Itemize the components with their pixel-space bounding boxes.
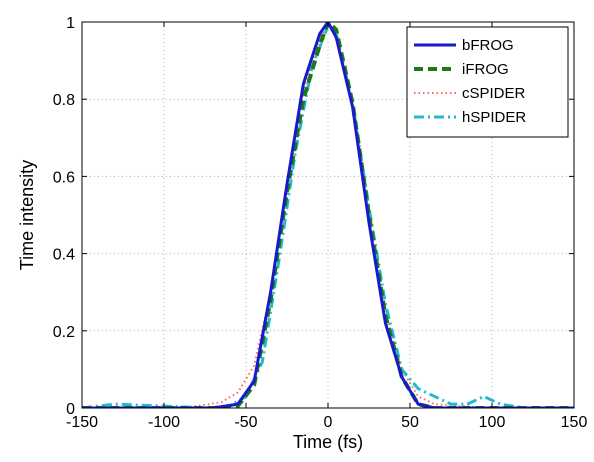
legend-label-bfrog: bFROG — [462, 37, 514, 54]
x-tick-label: 100 — [479, 414, 506, 431]
legend: bFROG iFROG cSPIDER hSPIDER — [406, 26, 569, 138]
x-tick-label: -100 — [148, 414, 180, 431]
x-tick-label: 150 — [561, 414, 588, 431]
y-tick-label: 0.6 — [53, 169, 75, 186]
x-axis-label: Time (fs) — [293, 432, 363, 452]
y-axis-label: Time intensity — [17, 160, 37, 270]
x-tick-label: -50 — [234, 414, 257, 431]
legend-label-ifrog: iFROG — [462, 61, 509, 78]
y-tick-label: 0.8 — [53, 92, 75, 109]
series-layer — [82, 22, 574, 408]
y-tick-label: 1 — [66, 15, 75, 32]
series-line-ifrog — [82, 22, 574, 408]
series-line-cspider — [82, 24, 574, 408]
x-tick-label: -150 — [66, 414, 98, 431]
y-tick-label: 0.4 — [53, 247, 75, 264]
x-tick-label: 50 — [401, 414, 419, 431]
series-line-bfrog — [82, 22, 574, 408]
y-tick-label: 0 — [66, 401, 75, 418]
y-tick-label: 0.2 — [53, 324, 75, 341]
x-tick-label: 0 — [324, 414, 333, 431]
ticks: -150 -100 -50 0 50 100 150 0 0.2 0.4 0.6 0.8 1 — [53, 15, 588, 431]
legend-label-hspider: hSPIDER — [462, 109, 526, 126]
legend-label-cspider: cSPIDER — [462, 85, 526, 102]
